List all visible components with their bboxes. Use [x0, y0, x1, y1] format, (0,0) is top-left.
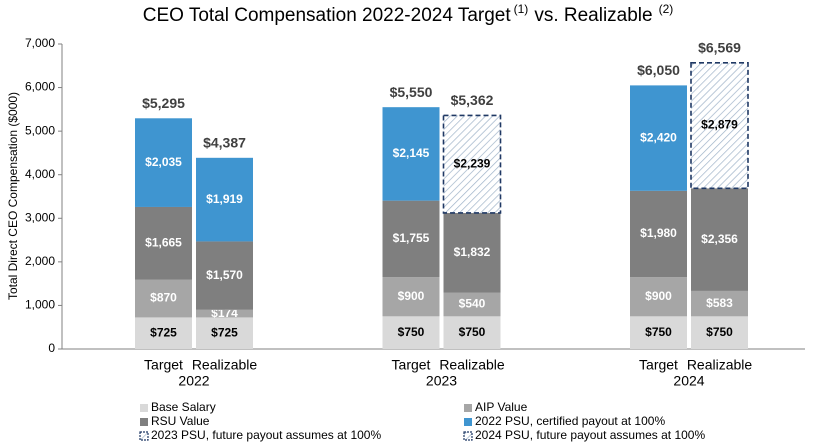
value-label: $2,356	[701, 232, 738, 246]
total-label: $4,387	[203, 135, 246, 151]
value-label: $1,919	[206, 192, 243, 206]
value-label: $870	[150, 291, 177, 305]
value-label: $583	[706, 296, 733, 310]
title-main: CEO Total Compensation 2022-2024 Target	[143, 5, 512, 26]
y-tick-label: 3,000	[25, 210, 55, 224]
bar-segment	[382, 107, 440, 201]
bar-segment	[442, 114, 502, 214]
value-label: $900	[398, 289, 425, 303]
y-tick-label: 1,000	[25, 298, 55, 312]
bar-segment	[691, 316, 748, 349]
y-tick-label: 5,000	[25, 123, 55, 137]
y-axis-label: Total Direct CEO Compensation ($000)	[6, 92, 20, 300]
bar-segment	[135, 206, 192, 280]
value-label: $1,665	[145, 235, 182, 249]
bar-segment	[135, 118, 192, 207]
value-label: $2,145	[393, 146, 430, 160]
value-label: $750	[398, 325, 425, 339]
title-note: (1)	[514, 2, 529, 16]
x-tick-label: Realizable	[439, 357, 505, 373]
value-label: $725	[211, 325, 238, 339]
value-label: $725	[150, 325, 177, 339]
title-mid: vs. Realizable	[534, 5, 652, 26]
bar-segment	[382, 200, 440, 278]
legend-swatch	[464, 418, 472, 426]
y-tick-label: 2,000	[25, 254, 55, 268]
bar-segment	[630, 85, 687, 191]
bar-segment	[196, 309, 253, 318]
bar-segment	[691, 290, 748, 317]
y-tick-label: 4,000	[25, 167, 55, 181]
value-label: $2,420	[640, 130, 677, 144]
y-tick-label: 0	[48, 341, 55, 355]
legend-swatch	[139, 431, 149, 441]
value-label: $750	[706, 325, 733, 339]
value-label: $2,879	[701, 118, 738, 132]
legend-swatch	[140, 418, 148, 426]
legend-swatch	[463, 431, 473, 441]
chart-title: CEO Total Compensation 2022-2024 Target(…	[143, 2, 674, 26]
total-label: $6,569	[698, 39, 741, 55]
bar-segment	[382, 316, 440, 349]
total-label: $5,362	[451, 92, 494, 108]
x-tick-label: Realizable	[687, 357, 753, 373]
value-label: $1,755	[393, 231, 430, 245]
value-label: $2,239	[454, 156, 491, 170]
legend-label: Base Salary	[151, 400, 216, 414]
legend-swatch	[140, 404, 148, 412]
legend-swatch	[464, 404, 472, 412]
value-label: $2,035	[145, 155, 182, 169]
legend-label: 2023 PSU, future payout assumes at 100%	[151, 428, 381, 442]
bar-segment	[443, 292, 501, 317]
y-tick-label: 7,000	[25, 36, 55, 50]
group-label: 2022	[178, 373, 209, 389]
legend-label: RSU Value	[151, 414, 210, 428]
x-tick-label: Realizable	[192, 357, 258, 373]
bar-segment	[382, 277, 440, 317]
bar-segment	[630, 316, 687, 349]
x-tick-label: Target	[392, 357, 431, 373]
total-label: $5,550	[390, 84, 433, 100]
bar-segment	[443, 212, 501, 293]
value-label: $540	[459, 297, 486, 311]
bar-segment	[135, 317, 192, 349]
legend-label: 2024 PSU, future payout assumes at 100%	[475, 428, 705, 442]
value-label: $1,570	[206, 268, 243, 282]
value-label: $1,980	[640, 226, 677, 240]
bar-segment	[630, 277, 687, 317]
total-label: $5,295	[142, 95, 185, 111]
x-tick-label: Target	[639, 357, 678, 373]
bar-segment	[196, 317, 253, 349]
group-label: 2023	[426, 373, 457, 389]
bar-segment	[691, 188, 748, 291]
bar-segment	[630, 190, 687, 278]
value-label: $750	[645, 325, 672, 339]
x-tick-label: Target	[144, 357, 183, 373]
value-label: $900	[645, 289, 672, 303]
value-label: $1,832	[454, 245, 491, 259]
bar-segment	[135, 279, 192, 318]
bar-segment	[196, 157, 253, 242]
y-tick-label: 6,000	[25, 80, 55, 94]
title-note: (2)	[659, 2, 674, 16]
value-label: $750	[459, 325, 486, 339]
bar-segment	[443, 316, 501, 349]
total-label: $6,050	[637, 62, 680, 78]
bar-segment	[196, 241, 253, 310]
bar-segment	[690, 62, 749, 190]
legend-label: AIP Value	[475, 400, 528, 414]
group-label: 2024	[673, 373, 704, 389]
legend-label: 2022 PSU, certified payout at 100%	[475, 414, 665, 428]
